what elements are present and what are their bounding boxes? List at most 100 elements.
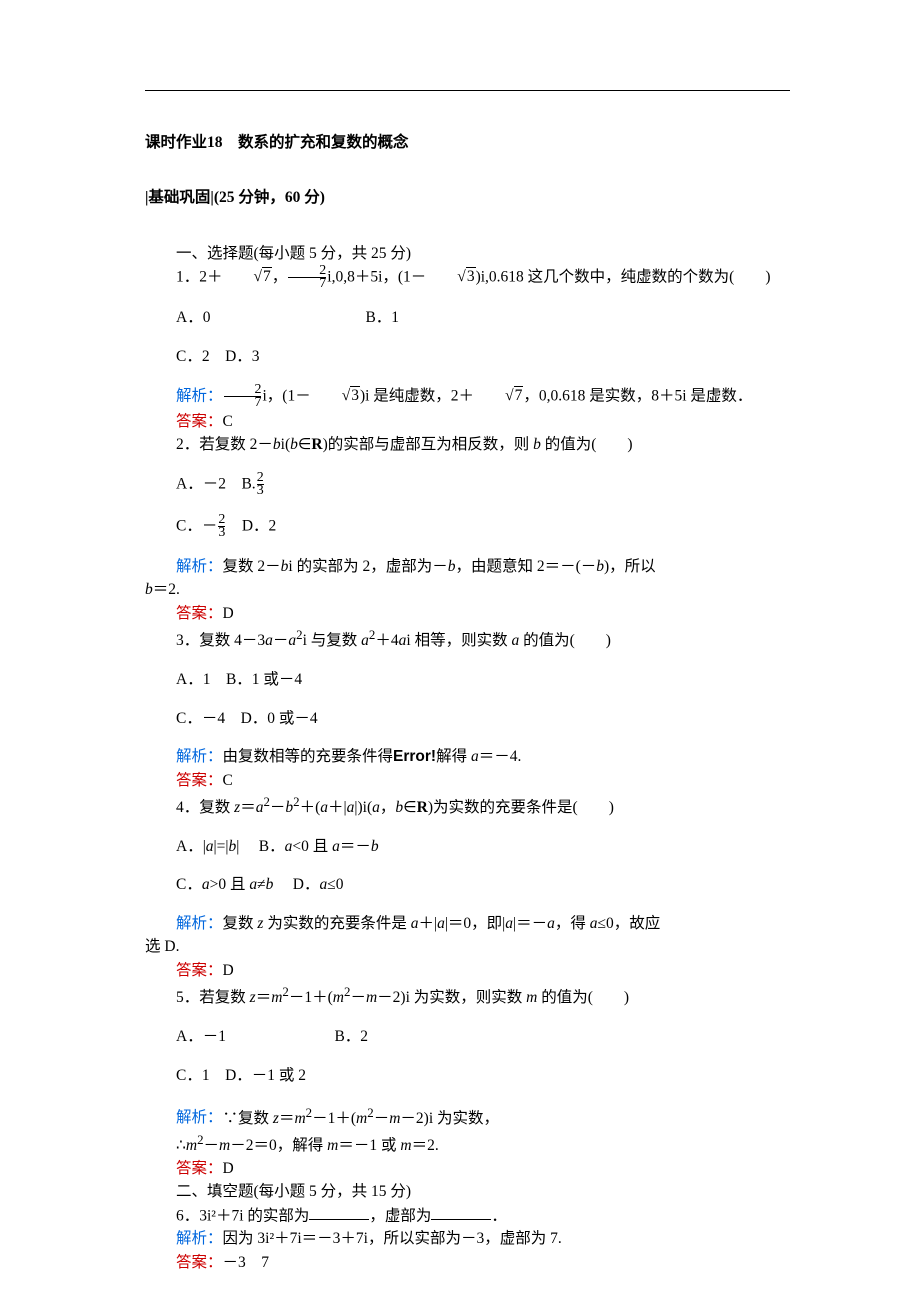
q1-t3: i,0,8＋5i，(1－ xyxy=(327,268,426,285)
ans-label: 答案： xyxy=(176,772,223,789)
q2-ans: 答案：D xyxy=(145,602,790,625)
q4-jx-text: 复数 z 为实数的充要条件是 a＋|a|＝0，即|a|＝－a，得 a≤0，故应 xyxy=(223,915,661,932)
jiexi-label: 解析： xyxy=(176,1110,223,1127)
q5-jx1: ∵复数 z＝m2－1＋(m2－m－2)i 为实数， xyxy=(223,1110,500,1127)
q2-stem-text: 2．若复数 2－bi(b∈R)的实部与虚部互为相反数，则 b 的值为( ) xyxy=(176,436,633,453)
q5-stem: 5．若复数 z＝m2－1＋(m2－m－2)i 为实数，则实数 m 的值为( ) xyxy=(145,982,790,1009)
error-marker: Error! xyxy=(393,748,436,765)
q1-stem: 1．2＋7，27i,0,8＋5i，(1－3)i,0.618 这几个数中，纯虚数的… xyxy=(145,265,790,291)
frac-2-7-a: 27 xyxy=(288,265,326,291)
jiexi-label: 解析： xyxy=(176,558,223,575)
q1-B: B．1 xyxy=(365,309,399,326)
q4-jiexi: 解析：复数 z 为实数的充要条件是 a＋|a|＝0，即|a|＝－a，得 a≤0，… xyxy=(145,912,790,935)
q2-opts2: C．－23 D．2 xyxy=(145,514,790,540)
q5-C: C．1 xyxy=(176,1067,210,1084)
q2-ans-v: D xyxy=(223,605,234,622)
q6-c: ． xyxy=(491,1207,507,1224)
q2-jiexi: 解析：复数 2－bi 的实部为 2，虚部为－b，由题意知 2＝－(－b)，所以 xyxy=(145,555,790,578)
q3-opts1: A．1 B．1 或－4 xyxy=(145,668,790,691)
jiexi-label: 解析： xyxy=(176,748,223,765)
section2-heading: 二、填空题(每小题 5 分，共 15 分) xyxy=(145,1180,790,1203)
q2-A: A．－2 xyxy=(176,476,226,493)
q1-opts1: A．0 B．1 xyxy=(145,306,790,329)
q4-opts2: C．a>0 且 a≠b D．a≤0 xyxy=(145,873,790,896)
sqrt3-1: 3 xyxy=(426,265,475,288)
q2-D: D．2 xyxy=(242,517,276,534)
page-content: 课时作业18 数系的扩充和复数的概念 |基础巩固|(25 分钟，60 分) 一、… xyxy=(0,0,920,1314)
q6-a: 6．3i²＋7i 的实部为 xyxy=(176,1207,309,1224)
ans-label: 答案： xyxy=(176,962,223,979)
q3-B: B．1 或－4 xyxy=(226,671,302,688)
q2-Bpre: B. xyxy=(241,476,255,493)
jiexi-label: 解析： xyxy=(176,915,223,932)
q5-B: B．2 xyxy=(334,1028,368,1045)
q6-stem: 6．3i²＋7i 的实部为 ，虚部为 ． xyxy=(145,1204,790,1228)
jiexi-label: 解析： xyxy=(176,1230,223,1247)
q4-ans: 答案：D xyxy=(145,959,790,982)
blank-2 xyxy=(431,1204,491,1221)
q6-jiexi: 解析：因为 3i²＋7i＝－3＋7i，所以实部为－3，虚部为 7. xyxy=(145,1227,790,1250)
q6-jx: 因为 3i²＋7i＝－3＋7i，所以实部为－3，虚部为 7. xyxy=(223,1230,562,1247)
q5-jiexi-2: ∴m2－m－2＝0，解得 m＝－1 或 m＝2. xyxy=(145,1130,790,1157)
sqrt7-1: 7 xyxy=(223,265,272,288)
section1-heading: 一、选择题(每小题 5 分，共 25 分) xyxy=(145,242,790,265)
q2-stem: 2．若复数 2－bi(b∈R)的实部与虚部互为相反数，则 b 的值为( ) xyxy=(145,433,790,456)
ans-label: 答案： xyxy=(176,1160,223,1177)
q1-t1: 1．2＋ xyxy=(176,268,223,285)
q1-A: A．0 xyxy=(176,309,210,326)
q2-C-frac: 23 xyxy=(218,514,225,540)
q2-opts1: A．－2 B.23 xyxy=(145,472,790,498)
sqrt7-2: 7 xyxy=(474,384,523,407)
ans-label: 答案： xyxy=(176,1254,223,1271)
q4-opts1: A．|a|=|b| B．a<0 且 a＝－b xyxy=(145,835,790,858)
q5-opts1: A．－1 B．2 xyxy=(145,1025,790,1048)
q1-ans: 答案：C xyxy=(145,410,790,433)
q3-ans-v: C xyxy=(223,772,233,789)
q2-jiexi-2: b＝2. xyxy=(145,578,790,601)
q2-B-frac: 23 xyxy=(257,472,264,498)
lesson-title: 课时作业18 数系的扩充和复数的概念 xyxy=(145,131,790,154)
q1-D: D．3 xyxy=(225,348,259,365)
q1-jx-c: )i 是纯虚数，2＋ xyxy=(360,387,474,404)
q1-opts2: C．2 D．3 xyxy=(145,345,790,368)
q1-jiexi: 解析：27i，(1－3)i 是纯虚数，2＋7，0,0.618 是实数，8＋5i … xyxy=(145,384,790,410)
q1-t2: ， xyxy=(272,268,288,285)
q5-opts2: C．1 D．－1 或 2 xyxy=(145,1064,790,1087)
q4-A: A．|a|=|b| xyxy=(176,838,239,855)
q1-C: C．2 xyxy=(176,348,210,365)
q5-jx2: ∴m2－m－2＝0，解得 m＝－1 或 m＝2. xyxy=(176,1137,439,1154)
ans-label: 答案： xyxy=(176,413,223,430)
ans-label: 答案： xyxy=(176,605,223,622)
q3-stem-text: 3．复数 4－3a－a2i 与复数 a2＋4ai 相等，则实数 a 的值为( ) xyxy=(176,632,611,649)
top-rule xyxy=(145,90,790,91)
sqrt3-2: 3 xyxy=(311,384,360,407)
q5-stem-text: 5．若复数 z＝m2－1＋(m2－m－2)i 为实数，则实数 m 的值为( ) xyxy=(176,989,629,1006)
q1-ans-v: C xyxy=(223,413,233,430)
q5-jiexi-1: 解析：∵复数 z＝m2－1＋(m2－m－2)i 为实数， xyxy=(145,1102,790,1129)
q3-A: A．1 xyxy=(176,671,210,688)
q3-opts2: C．－4 D．0 或－4 xyxy=(145,707,790,730)
q3-stem: 3．复数 4－3a－a2i 与复数 a2＋4ai 相等，则实数 a 的值为( ) xyxy=(145,625,790,652)
q4-ans-v: D xyxy=(223,962,234,979)
q4-stem: 4．复数 z＝a2－b2＋(a＋|a|)i(a，b∈R)为实数的充要条件是( ) xyxy=(145,792,790,819)
q1-jx-d: ，0,0.618 是实数，8＋5i 是虚数． xyxy=(523,387,752,404)
q2-Cpre: C．－ xyxy=(176,517,217,534)
q2-jx-text: 复数 2－bi 的实部为 2，虚部为－b，由题意知 2＝－(－b)，所以 xyxy=(223,558,656,575)
jiexi-label: 解析： xyxy=(176,387,223,404)
q5-ans-v: D xyxy=(223,1160,234,1177)
q3-jx-b: 解得 a＝－4. xyxy=(436,748,521,765)
q4-stem-text: 4．复数 z＝a2－b2＋(a＋|a|)i(a，b∈R)为实数的充要条件是( ) xyxy=(176,799,614,816)
q4-jiexi-2: 选 D. xyxy=(145,935,790,958)
blank-1 xyxy=(309,1204,369,1221)
q5-ans: 答案：D xyxy=(145,1157,790,1180)
q6-b: ，虚部为 xyxy=(369,1207,431,1224)
q3-jx-a: 由复数相等的充要条件得 xyxy=(223,748,394,765)
q3-C: C．－4 xyxy=(176,710,225,727)
q3-jiexi: 解析：由复数相等的充要条件得Error!解得 a＝－4. xyxy=(145,745,790,768)
q6-ans-v: －3 7 xyxy=(223,1254,270,1271)
q5-D: D．－1 或 2 xyxy=(225,1067,306,1084)
section-basic: |基础巩固|(25 分钟，60 分) xyxy=(145,186,790,209)
q6-ans: 答案：－3 7 xyxy=(145,1251,790,1274)
q1-t4: )i,0.618 这几个数中，纯虚数的个数为( ) xyxy=(476,268,771,285)
q5-A: A．－1 xyxy=(176,1028,226,1045)
